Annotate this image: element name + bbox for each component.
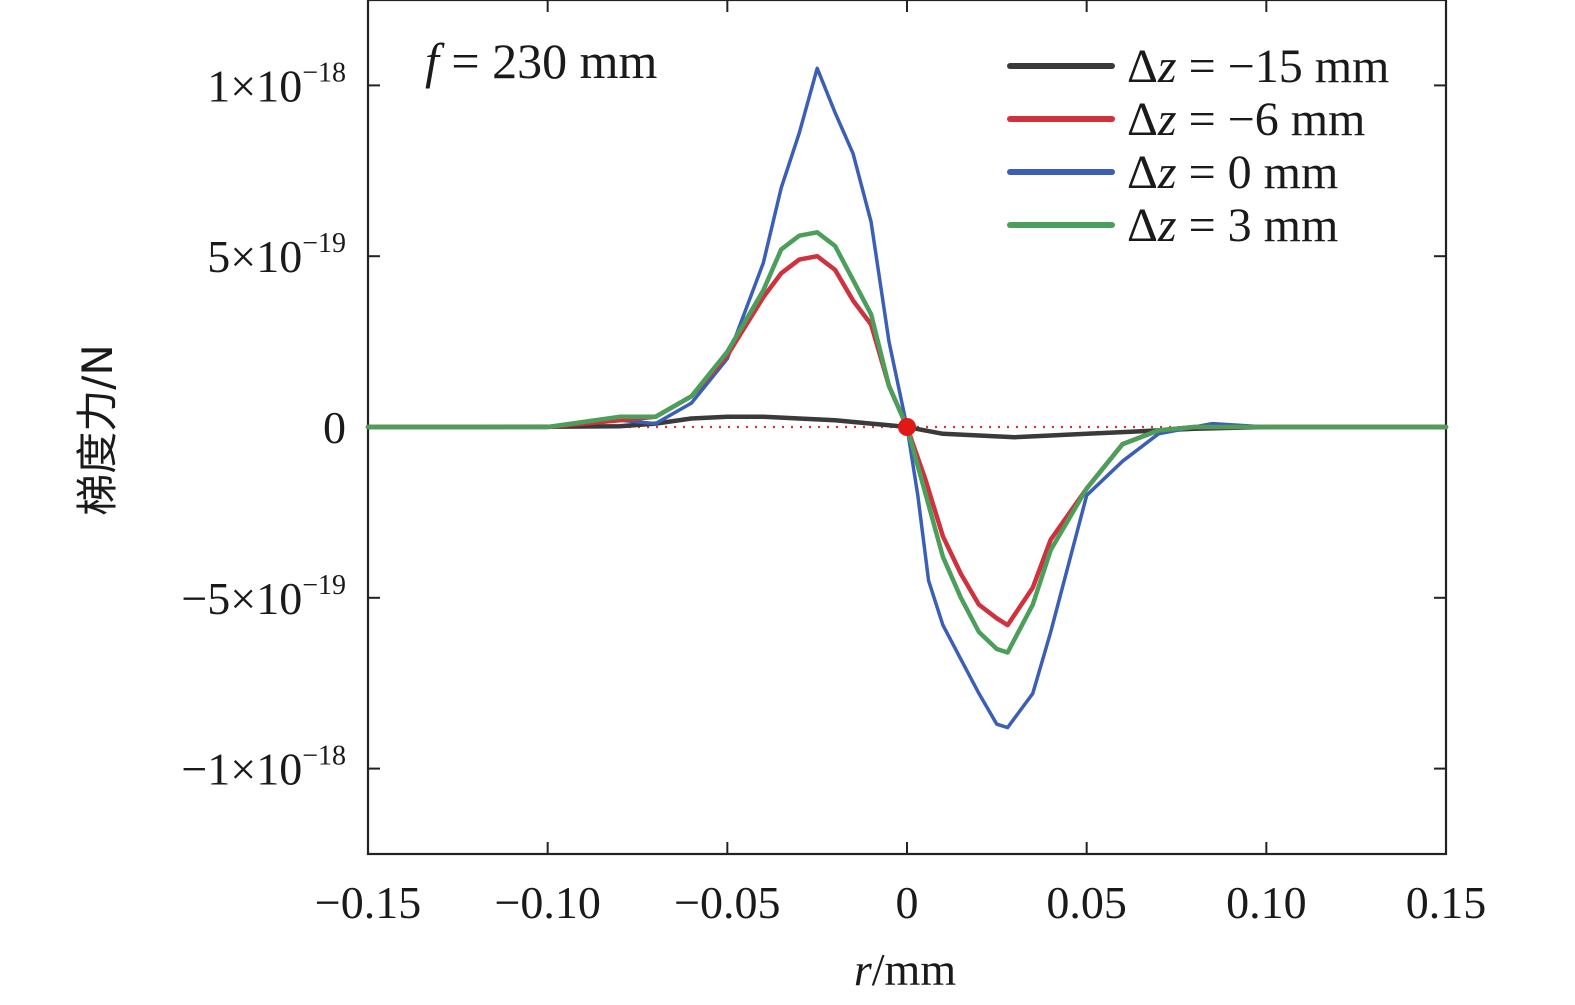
axis-ticks — [367, 0, 1447, 854]
zero-point-marker — [898, 418, 916, 436]
focal-length-annotation: f = 230 mm — [425, 33, 657, 89]
x-axis-label: r/mm — [854, 944, 956, 995]
x-tick-label: 0.10 — [1226, 877, 1307, 928]
x-tick-label: 0 — [896, 877, 919, 928]
y-tick-label: 5×10−19 — [207, 228, 346, 282]
y-axis-label: 梯度力/N — [73, 344, 122, 516]
y-tick-label: −5×10−19 — [181, 570, 346, 624]
x-tick-label: 0.15 — [1406, 877, 1487, 928]
x-tick-labels: −0.15 −0.10 −0.05 0 0.05 0.10 0.15 — [315, 877, 1486, 928]
legend-entry: Δz = −6 mm — [1127, 93, 1365, 146]
x-tick-label: 0.05 — [1046, 877, 1127, 928]
x-tick-label: −0.15 — [315, 877, 421, 928]
x-axis-variable: r — [854, 944, 873, 995]
y-tick-labels: 1×10−18 5×10−19 0 −5×10−19 −1×10−18 — [181, 57, 346, 794]
x-axis-unit: /mm — [872, 944, 957, 995]
focal-length-value: = 230 mm — [439, 33, 658, 89]
legend-entry: Δz = 0 mm — [1127, 146, 1338, 199]
series-line — [365, 230, 1449, 655]
series-line — [366, 66, 1448, 730]
y-tick-label: 1×10−18 — [207, 57, 346, 111]
x-tick-label: −0.05 — [674, 877, 780, 928]
series-line — [365, 253, 1449, 628]
legend-entry: Δz = −15 mm — [1127, 40, 1389, 93]
y-tick-label: 0 — [323, 402, 346, 453]
legend-entry: Δz = 3 mm — [1127, 199, 1338, 252]
y-tick-label: −1×10−18 — [181, 741, 346, 795]
x-tick-label: −0.10 — [494, 877, 600, 928]
